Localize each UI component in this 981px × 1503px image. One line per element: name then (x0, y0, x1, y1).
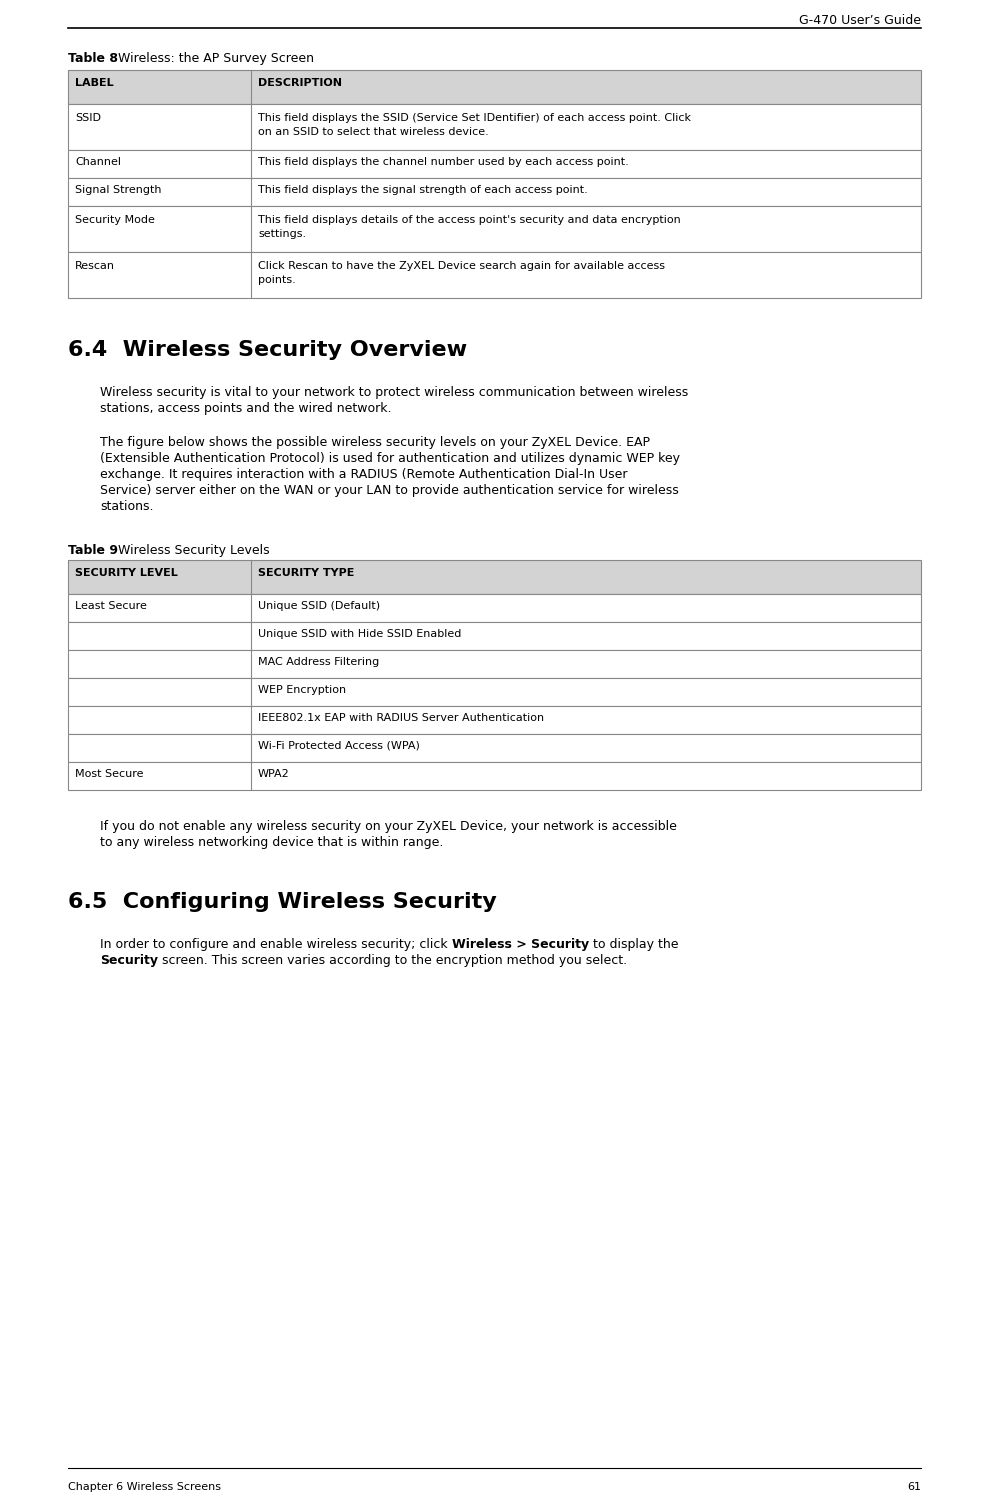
Text: IEEE802.1x EAP with RADIUS Server Authentication: IEEE802.1x EAP with RADIUS Server Authen… (258, 712, 544, 723)
Bar (68, 622, 921, 649)
Text: This field displays the channel number used by each access point.: This field displays the channel number u… (258, 156, 629, 167)
Bar (68, 762, 921, 791)
Text: G-470 User’s Guide: G-470 User’s Guide (799, 14, 921, 27)
Text: exchange. It requires interaction with a RADIUS (Remote Authentication Dial-In U: exchange. It requires interaction with a… (100, 467, 628, 481)
Text: Unique SSID with Hide SSID Enabled: Unique SSID with Hide SSID Enabled (258, 628, 461, 639)
Text: Chapter 6 Wireless Screens: Chapter 6 Wireless Screens (68, 1482, 221, 1492)
Text: points.: points. (258, 275, 295, 286)
Text: to display the: to display the (589, 938, 678, 951)
Text: SECURITY TYPE: SECURITY TYPE (258, 568, 354, 579)
Bar (68, 733, 921, 762)
Bar (68, 561, 921, 594)
Bar (68, 594, 921, 622)
Text: Wireless Security Levels: Wireless Security Levels (110, 544, 270, 558)
Text: settings.: settings. (258, 228, 306, 239)
Text: SSID: SSID (75, 113, 101, 123)
Bar (68, 678, 921, 706)
Text: SECURITY LEVEL: SECURITY LEVEL (75, 568, 178, 579)
Text: Most Secure: Most Secure (75, 770, 143, 779)
Text: Wi-Fi Protected Access (WPA): Wi-Fi Protected Access (WPA) (258, 741, 420, 752)
Text: Wireless: the AP Survey Screen: Wireless: the AP Survey Screen (110, 53, 314, 65)
Text: to any wireless networking device that is within range.: to any wireless networking device that i… (100, 836, 443, 849)
Text: In order to configure and enable wireless security; click: In order to configure and enable wireles… (100, 938, 451, 951)
Text: Rescan: Rescan (75, 262, 115, 271)
Text: (Extensible Authentication Protocol) is used for authentication and utilizes dyn: (Extensible Authentication Protocol) is … (100, 452, 680, 464)
Text: Table 8: Table 8 (68, 53, 118, 65)
Text: The figure below shows the possible wireless security levels on your ZyXEL Devic: The figure below shows the possible wire… (100, 436, 650, 449)
Text: Wireless security is vital to your network to protect wireless communication bet: Wireless security is vital to your netwo… (100, 386, 689, 398)
Text: WPA2: WPA2 (258, 770, 289, 779)
Bar (68, 561, 921, 594)
Text: stations, access points and the wired network.: stations, access points and the wired ne… (100, 401, 391, 415)
Text: screen. This screen varies according to the encryption method you select.: screen. This screen varies according to … (158, 954, 627, 966)
Text: MAC Address Filtering: MAC Address Filtering (258, 657, 380, 667)
Bar (68, 150, 921, 177)
Text: Security Mode: Security Mode (75, 215, 155, 225)
Bar (68, 206, 921, 253)
Bar (68, 706, 921, 733)
Bar (68, 71, 921, 104)
Bar (68, 649, 921, 678)
Text: LABEL: LABEL (75, 78, 114, 89)
Bar (68, 177, 921, 206)
Bar (68, 104, 921, 150)
Text: This field displays the SSID (Service Set IDentifier) of each access point. Clic: This field displays the SSID (Service Se… (258, 113, 691, 123)
Text: 6.5  Configuring Wireless Security: 6.5 Configuring Wireless Security (68, 891, 496, 912)
Bar (68, 71, 921, 104)
Bar (68, 253, 921, 298)
Text: Least Secure: Least Secure (75, 601, 147, 612)
Text: on an SSID to select that wireless device.: on an SSID to select that wireless devic… (258, 126, 489, 137)
Text: Channel: Channel (75, 156, 121, 167)
Text: Click Rescan to have the ZyXEL Device search again for available access: Click Rescan to have the ZyXEL Device se… (258, 262, 665, 271)
Text: Security: Security (100, 954, 158, 966)
Text: Unique SSID (Default): Unique SSID (Default) (258, 601, 380, 612)
Text: 61: 61 (907, 1482, 921, 1492)
Text: stations.: stations. (100, 500, 153, 513)
Text: Table 9: Table 9 (68, 544, 118, 558)
Text: Service) server either on the WAN or your LAN to provide authentication service : Service) server either on the WAN or you… (100, 484, 679, 497)
Text: Signal Strength: Signal Strength (75, 185, 162, 195)
Text: WEP Encryption: WEP Encryption (258, 685, 346, 694)
Text: This field displays the signal strength of each access point.: This field displays the signal strength … (258, 185, 588, 195)
Text: If you do not enable any wireless security on your ZyXEL Device, your network is: If you do not enable any wireless securi… (100, 821, 677, 833)
Text: DESCRIPTION: DESCRIPTION (258, 78, 342, 89)
Text: This field displays details of the access point's security and data encryption: This field displays details of the acces… (258, 215, 681, 225)
Text: Wireless > Security: Wireless > Security (451, 938, 589, 951)
Text: 6.4  Wireless Security Overview: 6.4 Wireless Security Overview (68, 340, 467, 361)
